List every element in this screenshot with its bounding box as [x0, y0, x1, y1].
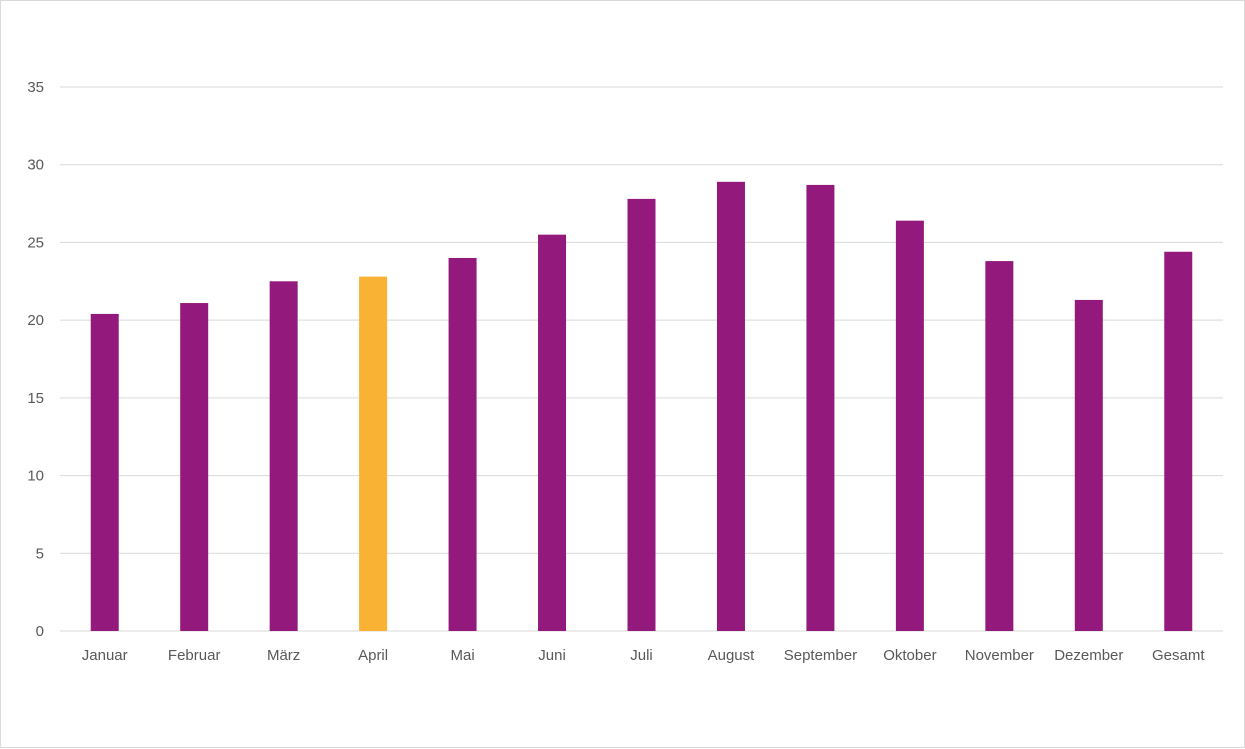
y-tick-label: 30 — [27, 157, 44, 174]
y-tick-label: 25 — [27, 234, 44, 251]
bar-gesamt — [1164, 251, 1193, 632]
x-tick-label: November — [965, 647, 1034, 664]
x-tick-label: Gesamt — [1152, 647, 1205, 664]
bar-februar — [180, 303, 209, 631]
x-tick-label: Dezember — [1054, 647, 1123, 664]
y-tick-label: 10 — [27, 468, 44, 485]
bar-november — [985, 261, 1014, 631]
bar-dezember — [1074, 299, 1103, 631]
y-tick-label: 20 — [27, 312, 44, 329]
x-tick-label: April — [358, 647, 388, 664]
x-tick-label: September — [784, 647, 857, 664]
bar-april — [359, 276, 388, 631]
x-tick-label: Januar — [82, 647, 128, 664]
x-tick-label: Juni — [538, 647, 566, 664]
y-tick-label: 15 — [27, 390, 44, 407]
y-tick-label: 35 — [27, 79, 44, 96]
x-tick-label: März — [267, 647, 300, 664]
bar-september — [806, 184, 835, 632]
x-tick-label: Juli — [630, 647, 653, 664]
y-tick-label: 0 — [36, 623, 44, 640]
bar-juli — [627, 198, 656, 631]
bar-oktober — [895, 220, 924, 631]
x-tick-label: Mai — [450, 647, 474, 664]
bar-märz — [269, 281, 298, 631]
x-tick-label: Oktober — [883, 647, 936, 664]
bar-januar — [90, 313, 119, 631]
x-tick-label: Februar — [168, 647, 221, 664]
y-tick-label: 5 — [36, 545, 44, 562]
bar-mai — [448, 257, 477, 631]
bar-juni — [538, 234, 567, 631]
x-tick-label: August — [708, 647, 756, 664]
bar-august — [716, 181, 745, 631]
